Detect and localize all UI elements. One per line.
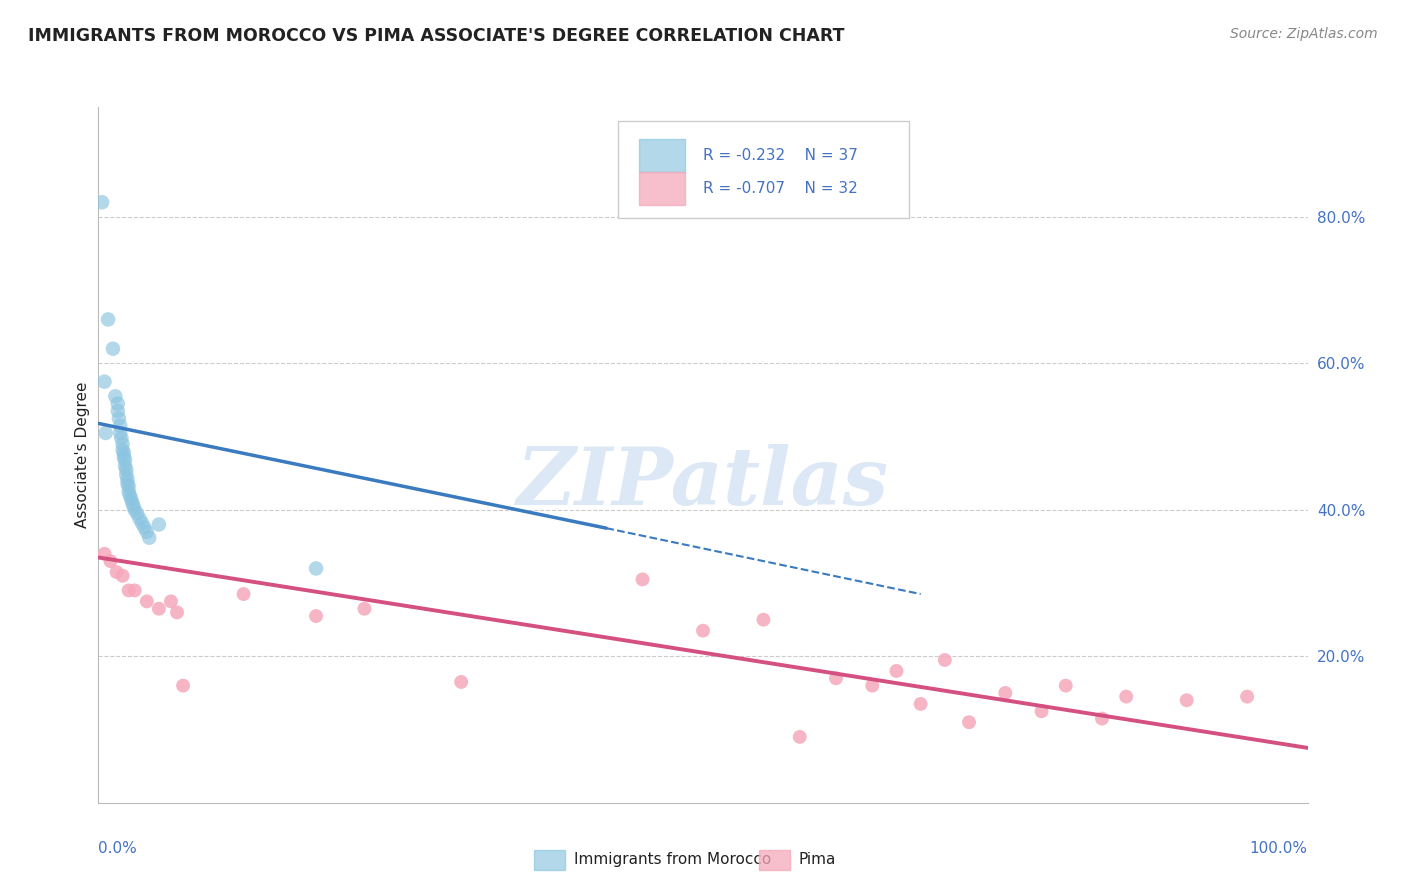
Point xyxy=(353,601,375,615)
Point xyxy=(118,488,141,502)
Point xyxy=(148,601,170,615)
Text: Immigrants from Morocco: Immigrants from Morocco xyxy=(574,853,770,867)
Point xyxy=(108,425,131,440)
Point xyxy=(134,520,156,534)
Point xyxy=(121,495,143,509)
Point xyxy=(172,679,194,693)
Point xyxy=(97,312,120,326)
Text: R = -0.707    N = 32: R = -0.707 N = 32 xyxy=(703,181,858,196)
Point xyxy=(108,418,131,433)
Point xyxy=(934,653,956,667)
Point xyxy=(107,397,129,411)
Point xyxy=(93,547,115,561)
Point xyxy=(101,342,124,356)
Point xyxy=(127,507,149,521)
Point xyxy=(752,613,775,627)
Point xyxy=(789,730,811,744)
Point xyxy=(110,431,132,445)
Point xyxy=(1091,712,1114,726)
Point xyxy=(111,442,134,457)
Point xyxy=(128,511,150,525)
Point xyxy=(450,675,472,690)
Text: R = -0.232    N = 37: R = -0.232 N = 37 xyxy=(703,148,858,163)
Bar xyxy=(638,139,685,172)
Point xyxy=(118,479,141,493)
Point xyxy=(860,679,883,693)
Point xyxy=(112,450,135,464)
Point xyxy=(305,561,328,575)
Point xyxy=(1175,693,1198,707)
Point xyxy=(1236,690,1258,704)
Text: Source: ZipAtlas.com: Source: ZipAtlas.com xyxy=(1230,27,1378,41)
Point xyxy=(111,568,134,582)
Point xyxy=(1054,679,1077,693)
Point xyxy=(825,671,848,685)
Point xyxy=(118,484,141,499)
Point xyxy=(631,573,654,587)
Point xyxy=(105,565,128,579)
Point xyxy=(117,476,139,491)
Point xyxy=(160,594,183,608)
Text: Pima: Pima xyxy=(799,853,837,867)
Point xyxy=(135,524,157,539)
Point xyxy=(166,606,188,620)
Point xyxy=(957,715,980,730)
Point xyxy=(886,664,908,678)
Point xyxy=(1115,690,1137,704)
Point xyxy=(232,587,254,601)
Point xyxy=(118,583,141,598)
Text: ZIPatlas: ZIPatlas xyxy=(517,444,889,522)
Point xyxy=(122,499,145,513)
Point xyxy=(108,411,131,425)
Point xyxy=(115,462,138,476)
Point xyxy=(910,697,932,711)
Point xyxy=(91,195,114,210)
Point xyxy=(305,609,328,624)
Bar xyxy=(638,172,685,205)
Point xyxy=(124,503,146,517)
Text: 100.0%: 100.0% xyxy=(1250,841,1308,856)
Point xyxy=(100,554,122,568)
Point xyxy=(692,624,714,638)
Y-axis label: Associate's Degree: Associate's Degree xyxy=(75,382,90,528)
Point xyxy=(135,594,157,608)
Point xyxy=(124,583,146,598)
Point xyxy=(148,517,170,532)
Point xyxy=(94,425,117,440)
Text: IMMIGRANTS FROM MOROCCO VS PIMA ASSOCIATE'S DEGREE CORRELATION CHART: IMMIGRANTS FROM MOROCCO VS PIMA ASSOCIAT… xyxy=(28,27,845,45)
Point xyxy=(112,446,135,460)
Point xyxy=(114,453,136,467)
Text: 0.0%: 0.0% xyxy=(98,841,138,856)
FancyBboxPatch shape xyxy=(619,121,908,219)
Point xyxy=(104,389,127,403)
Point xyxy=(107,404,129,418)
Point xyxy=(120,491,142,506)
Point xyxy=(115,467,138,482)
Point xyxy=(117,472,139,486)
Point xyxy=(994,686,1017,700)
Point xyxy=(93,375,115,389)
Point xyxy=(1031,704,1053,718)
Point xyxy=(131,516,153,530)
Point xyxy=(114,458,136,473)
Point xyxy=(111,437,134,451)
Point xyxy=(138,531,160,545)
